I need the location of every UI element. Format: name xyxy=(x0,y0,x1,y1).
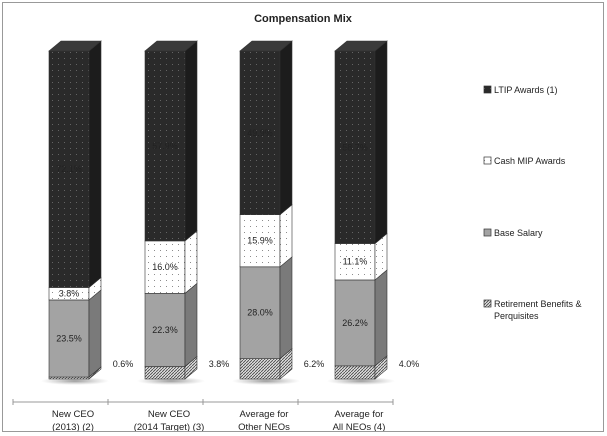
bar-top xyxy=(144,40,198,52)
data-label: 26.2% xyxy=(342,318,368,328)
data-label: 28.0% xyxy=(247,308,273,318)
category-label: All NEOs (4) xyxy=(333,422,386,431)
data-label: 4.0% xyxy=(399,359,420,369)
chart-title: Compensation Mix xyxy=(254,13,353,25)
legend-label: Perquisites xyxy=(494,311,539,321)
legend-swatch-icon xyxy=(483,228,492,237)
legend-swatch-icon xyxy=(483,156,492,165)
bar-segment xyxy=(144,366,186,380)
bar-segment-side xyxy=(279,256,293,360)
bar-segment-side xyxy=(88,40,102,289)
data-label: 0.6% xyxy=(113,359,134,369)
category-label: Average for xyxy=(335,409,384,420)
category-label: Other NEOs xyxy=(238,422,290,431)
legend-item: LTIP Awards (1) xyxy=(483,85,558,95)
bar-segment xyxy=(239,214,281,268)
bar-segment-side xyxy=(184,282,198,368)
category-label: (2013) (2) xyxy=(52,422,94,431)
bar-top xyxy=(48,40,102,52)
bar-stack: 6.2% 28.0% 15.9% 49.9% xyxy=(232,40,325,385)
bar-segment xyxy=(334,365,376,380)
category-label: New CEO xyxy=(52,409,94,420)
legend-label: LTIP Awards (1) xyxy=(494,85,558,95)
category-label: (2014 Target) (3) xyxy=(134,422,205,431)
data-label: 57.9% xyxy=(152,141,178,151)
data-label: 72.1% xyxy=(56,164,82,174)
bar-stack: 3.8% 22.3% 16.0% 57.9% xyxy=(137,40,230,385)
bar-segment-side xyxy=(279,40,293,216)
bar-segment xyxy=(48,299,90,378)
legend: LTIP Awards (1) Cash MIP Awards Base Salar… xyxy=(483,85,582,321)
data-label: 58.7% xyxy=(342,142,368,152)
chart-frame: Compensation Mix 0.6% 23.5% 3.8% 72.1% 3.8% 2… xyxy=(2,2,604,432)
bar-stack: 0.6% 23.5% 3.8% 72.1% xyxy=(41,40,134,385)
bar-segment-side xyxy=(279,204,293,268)
data-label: 3.8% xyxy=(59,289,80,299)
bar-segment xyxy=(239,266,281,359)
legend-item: Cash MIP Awards xyxy=(483,156,566,166)
legend-label: Cash MIP Awards xyxy=(494,156,566,166)
bar-top xyxy=(239,40,293,52)
data-label: 49.9% xyxy=(247,128,273,138)
compensation-mix-chart: Compensation Mix 0.6% 23.5% 3.8% 72.1% 3.8% 2… xyxy=(12,13,582,431)
bar-segment-side xyxy=(184,230,198,295)
category-label: Average for xyxy=(240,409,289,420)
data-label: 3.8% xyxy=(209,359,230,369)
bar-segment-side xyxy=(374,40,388,245)
legend-swatch-icon xyxy=(483,85,492,94)
bar-top xyxy=(334,40,388,52)
bar-segment xyxy=(239,358,281,380)
data-label: 6.2% xyxy=(304,359,325,369)
bar-segment xyxy=(48,50,90,288)
bar-segment-side xyxy=(184,40,198,242)
data-label: 22.3% xyxy=(152,325,178,335)
legend-label: Base Salary xyxy=(494,228,543,238)
bar-stack: 4.0% 26.2% 11.1% 58.7% xyxy=(327,40,420,385)
legend-item: Base Salary xyxy=(483,228,543,238)
bar-segment-side xyxy=(374,269,388,367)
legend-swatch-icon xyxy=(483,299,492,308)
x-axis: New CEO (2013) (2) New CEO (2014 Target) (3… xyxy=(12,399,394,431)
legend-item: Retirement Benefits & Perquisites xyxy=(483,299,582,321)
legend-label: Retirement Benefits & xyxy=(494,299,582,309)
bar-segment xyxy=(334,50,376,244)
data-label: 15.9% xyxy=(247,236,273,246)
bar-segment xyxy=(239,50,281,215)
data-label: 23.5% xyxy=(56,333,82,343)
data-label: 11.1% xyxy=(343,257,368,267)
category-label: New CEO xyxy=(148,409,190,420)
data-label: 16.0% xyxy=(152,262,178,272)
bar-segment-side xyxy=(88,289,102,378)
